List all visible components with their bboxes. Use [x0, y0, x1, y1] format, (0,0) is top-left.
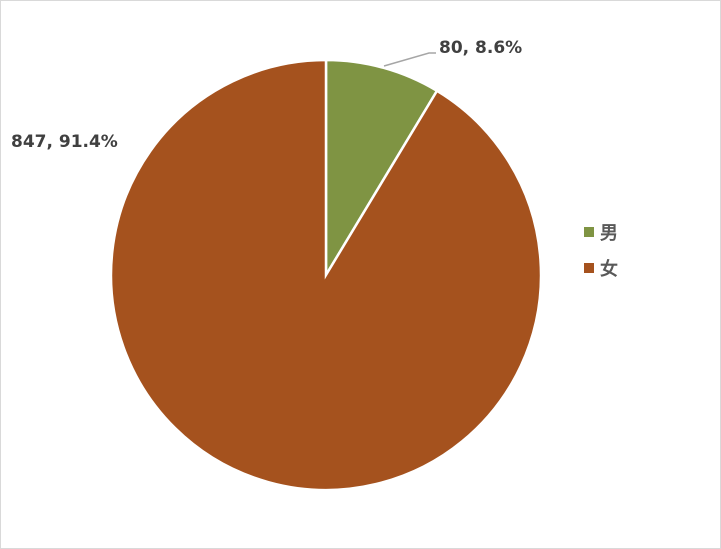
- legend-label-male: 男: [600, 223, 618, 244]
- legend-swatch-male: [584, 227, 594, 237]
- legend-swatch-female: [584, 263, 594, 273]
- data-label-female: 847, 91.4%: [11, 132, 118, 152]
- pie-slice-male: [324, 58, 439, 280]
- leader-line: [383, 52, 436, 67]
- pie-slice-female: [109, 58, 543, 492]
- legend-label-female: 女: [600, 258, 618, 280]
- data-label-male: 80, 8.6%: [439, 38, 522, 58]
